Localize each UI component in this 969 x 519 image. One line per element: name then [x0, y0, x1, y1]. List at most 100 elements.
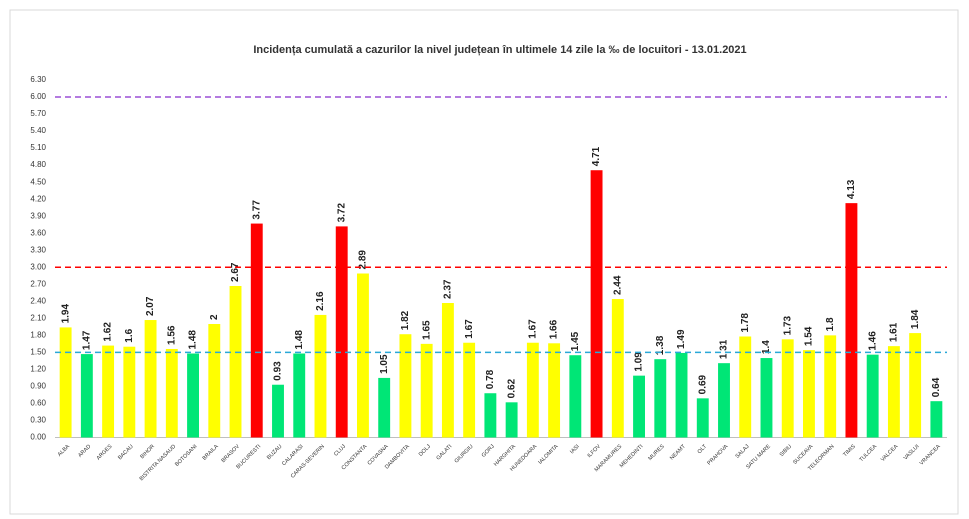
- y-tick-label: 0.60: [30, 399, 46, 408]
- bar: [102, 345, 115, 438]
- x-tick-label: OLT: [697, 443, 709, 455]
- bar: [718, 363, 730, 438]
- value-label: 3.72: [336, 203, 347, 223]
- value-label: 0.69: [697, 374, 708, 394]
- value-label: 0.78: [485, 369, 496, 389]
- bar: [569, 355, 582, 438]
- y-tick-label: 3.60: [30, 228, 46, 237]
- value-label: 2.44: [612, 275, 623, 295]
- value-label: 1.67: [464, 319, 475, 339]
- value-label: 1.84: [910, 309, 921, 329]
- value-label: 1.46: [867, 331, 878, 351]
- value-label: 1.94: [60, 304, 71, 324]
- y-tick-label: 2.70: [30, 279, 46, 288]
- bar: [59, 327, 72, 438]
- value-label: 1.45: [570, 331, 581, 351]
- value-label: 4.71: [591, 146, 602, 166]
- bar: [420, 343, 433, 438]
- y-tick-label: 5.70: [30, 109, 46, 118]
- bar: [399, 334, 412, 438]
- value-label: 1.09: [634, 352, 645, 372]
- bar: [187, 353, 199, 438]
- value-label: 1.73: [782, 315, 793, 335]
- value-label: 2.89: [358, 250, 369, 270]
- y-tick-label: 0.00: [30, 433, 46, 442]
- bar: [80, 354, 93, 438]
- y-tick-label: 4.50: [30, 177, 46, 186]
- value-label: 1.48: [188, 330, 199, 350]
- bar: [633, 375, 645, 438]
- y-tick-label: 1.80: [30, 330, 46, 339]
- value-label: 4.13: [846, 179, 857, 199]
- value-label: 2.16: [315, 291, 326, 311]
- bar: [548, 343, 561, 438]
- bar: [866, 354, 879, 438]
- value-label: 1.48: [294, 330, 305, 350]
- bar: [781, 339, 794, 438]
- bar: [526, 342, 539, 438]
- y-tick-label: 5.40: [30, 126, 46, 135]
- value-label: 1.54: [804, 326, 815, 346]
- y-tick-label: 2.40: [30, 296, 46, 305]
- bar: [250, 223, 263, 438]
- bar: [357, 273, 369, 438]
- bar: [845, 203, 858, 438]
- bar: [909, 333, 922, 438]
- value-label: 1.4: [761, 340, 772, 354]
- bar: [165, 348, 178, 438]
- bar: [803, 350, 815, 438]
- value-label: 1.38: [655, 335, 666, 355]
- y-tick-label: 3.30: [30, 245, 46, 254]
- y-tick-label: 4.80: [30, 160, 46, 169]
- bar: [696, 398, 709, 438]
- bar: [484, 393, 497, 438]
- value-label: 0.93: [273, 361, 284, 381]
- bar: [293, 353, 306, 438]
- chart-frame: [9, 9, 959, 515]
- bar: [123, 346, 136, 438]
- bar: [930, 401, 943, 438]
- value-label: 1.67: [527, 319, 538, 339]
- y-tick-label: 3.90: [30, 211, 46, 220]
- y-tick-label: 0.90: [30, 382, 46, 391]
- y-tick-label: 5.10: [30, 143, 46, 152]
- y-tick-label: 6.30: [30, 75, 46, 84]
- value-label: 1.6: [124, 328, 135, 342]
- bar: [144, 320, 157, 438]
- value-label: 1.05: [379, 354, 390, 374]
- bar: [739, 336, 752, 438]
- bar: [441, 303, 454, 438]
- bar: [760, 358, 773, 438]
- bar: [675, 352, 688, 438]
- value-label: 1.62: [103, 322, 114, 342]
- value-label: 2.07: [145, 296, 156, 316]
- y-tick-label: 4.20: [30, 194, 46, 203]
- bar: [887, 346, 900, 438]
- value-label: 1.49: [676, 329, 687, 349]
- y-tick-label: 6.00: [30, 92, 46, 101]
- value-label: 1.82: [400, 310, 411, 330]
- bar: [314, 314, 327, 438]
- value-label: 1.31: [719, 339, 730, 359]
- chart-title: Incidența cumulată a cazurilor la nivel …: [253, 44, 746, 56]
- value-label: 1.47: [81, 330, 92, 350]
- y-tick-label: 1.20: [30, 365, 46, 374]
- value-label: 2.67: [230, 262, 241, 282]
- value-label: 1.56: [166, 325, 177, 345]
- bar: [463, 342, 476, 438]
- value-label: 1.66: [549, 319, 560, 339]
- bar: [229, 285, 242, 438]
- bar: [505, 402, 518, 438]
- y-tick-label: 0.30: [30, 416, 46, 425]
- bar: [272, 384, 284, 438]
- bar: [208, 324, 221, 438]
- value-label: 1.8: [825, 317, 836, 331]
- value-label: 2.37: [443, 279, 454, 299]
- bar: [824, 335, 837, 438]
- y-tick-label: 3.00: [30, 262, 46, 271]
- value-label: 2: [209, 314, 220, 320]
- bar: [590, 170, 603, 438]
- bar: [611, 299, 624, 438]
- value-label: 1.78: [740, 313, 751, 333]
